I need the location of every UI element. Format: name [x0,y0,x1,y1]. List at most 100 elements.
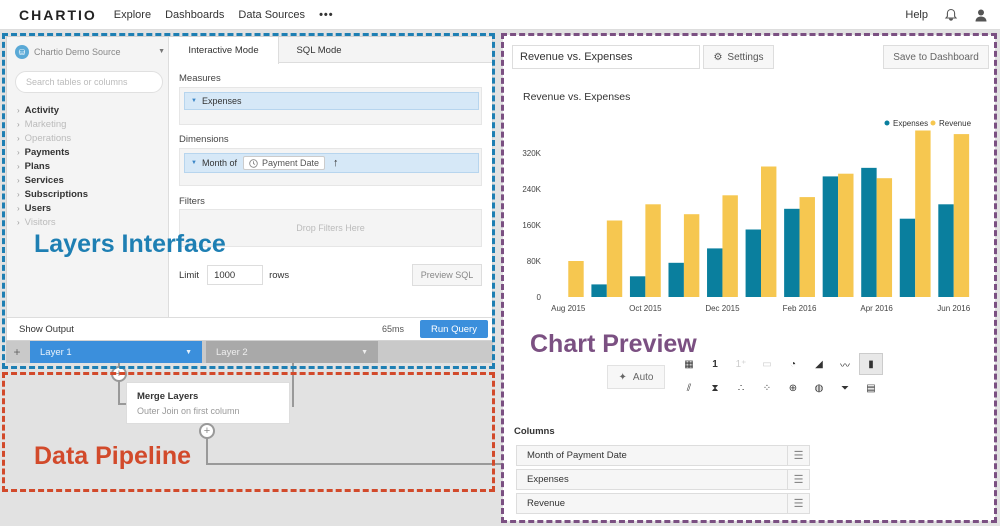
table-item-services[interactable]: › Services [17,173,88,187]
dimension-pill[interactable]: ▼ Month of Payment Date ↑ [184,153,479,173]
date-column-pill[interactable]: Payment Date [242,156,326,170]
progress-icon[interactable]: ▭ [762,358,772,370]
tab-interactive-mode[interactable]: Interactive Mode [169,37,279,64]
table-search-input[interactable]: Search tables or columns [15,71,163,93]
add-step-icon[interactable]: + [199,423,215,439]
run-query-button[interactable]: Run Query [420,320,488,338]
nav-data-sources[interactable]: Data Sources [238,8,306,21]
limit-input[interactable]: 1000 [207,265,264,285]
drag-handle-icon[interactable]: ☰ [787,446,809,465]
line-icon[interactable]: 〰 [840,360,850,372]
single-value-icon[interactable]: 1 [712,358,718,370]
chart-title: Revenue vs. Expenses [523,91,630,103]
combo-icon[interactable]: ⫽ [686,382,692,394]
table-item-operations[interactable]: › Operations [17,131,88,145]
settings-button[interactable]: ⚙ Settings [703,45,774,69]
auto-label: Auto [632,371,654,383]
map-icon[interactable]: ⊕ [788,382,798,394]
table-item-activity[interactable]: › Activity [17,103,88,117]
data-source-label: Chartio Demo Source [34,47,121,57]
tab-sql-mode[interactable]: SQL Mode [296,44,342,56]
measure-pill[interactable]: ▼ Expenses [184,92,479,110]
y-tick-label: 80K [527,257,542,266]
dimensions-box[interactable]: ▼ Month of Payment Date ↑ [179,148,482,186]
funnel-stage-icon[interactable]: ⧗ [711,382,719,394]
chartio-logo[interactable]: CHARTIO [19,6,97,23]
top-navigation-bar: CHARTIO Explore Dashboards Data Sources … [0,0,1000,30]
revenue-bar [953,134,970,297]
table-item-label: Subscriptions [24,188,89,200]
bar-icon[interactable]: ▮ [859,353,883,375]
drag-handle-icon[interactable]: ☰ [787,494,809,513]
table-item-payments[interactable]: › Payments [17,145,88,159]
column-item-label: Revenue [527,498,566,509]
caret-down-icon[interactable]: ▼ [191,160,197,166]
table-item-plans[interactable]: › Plans [17,159,88,173]
column-item[interactable]: Expenses ☰ [516,469,810,490]
chevron-down-icon[interactable]: ▼ [361,348,368,356]
chevron-right-icon: › [17,105,20,115]
auto-chart-button[interactable]: ✦ Auto [607,365,665,389]
table-item-label: Payments [24,146,70,158]
world-map-icon[interactable]: ◍ [814,382,824,394]
legend-label: Expenses [893,119,928,128]
bubble-icon[interactable]: ⁘ [762,382,772,394]
more-menu-icon[interactable]: ••• [319,8,334,21]
table-item-visitors[interactable]: › Visitors [17,215,88,229]
table-list: › Activity › Marketing › Operations › Payments ›… [17,103,88,229]
add-step-icon[interactable]: + [111,366,127,382]
layer-tab-1[interactable]: Layer 1 ▼ [30,341,202,363]
layers-interface-annotation: Layers Interface [34,230,226,258]
pipeline-connector [118,403,128,405]
layers-bar: + Layer 1 ▼ Layer 2 ▼ [6,341,493,363]
area-icon[interactable]: ◢ [815,358,823,370]
chevron-right-icon: › [17,119,20,129]
nav-explore[interactable]: Explore [113,8,152,21]
column-item[interactable]: Month of Payment Date ☰ [516,445,810,466]
single-value-delta-icon[interactable]: 1⁺ [735,358,747,370]
layer-2-label: Layer 2 [216,346,248,358]
expenses-bar [938,204,954,297]
save-to-dashboard-button[interactable]: Save to Dashboard [883,45,989,69]
merge-layers-step[interactable]: Merge Layers Outer Join on first column [126,382,290,424]
nav-dashboards[interactable]: Dashboards [165,8,225,21]
top-right-actions: Help [905,0,988,30]
scatter-icon[interactable]: ∴ [737,382,745,394]
chevron-right-icon: › [17,189,20,199]
rows-label: rows [269,269,290,281]
chart-preview-annotation: Chart Preview [530,330,697,358]
funnel-icon[interactable]: ⏷ [841,382,849,394]
table-item-marketing[interactable]: › Marketing [17,117,88,131]
pivot-icon[interactable]: ▤ [866,382,876,394]
revenue-bar [722,195,738,297]
drag-handle-icon[interactable]: ☰ [787,470,809,489]
table-item-label: Visitors [24,216,56,228]
caret-down-icon[interactable]: ▼ [191,98,197,104]
sort-ascending-icon[interactable]: ↑ [333,157,339,169]
date-column-label: Payment Date [261,158,320,168]
expenses-bar [784,208,800,297]
query-timing: 65ms [381,324,404,334]
measure-pill-label: Expenses [201,96,242,106]
filters-drop-zone[interactable]: Drop Filters Here [179,209,482,247]
add-layer-button[interactable]: + [13,345,21,359]
chevron-down-icon[interactable]: ▼ [185,348,192,356]
table-item-users[interactable]: › Users [17,201,88,215]
user-icon[interactable] [974,8,988,22]
help-link[interactable]: Help [905,9,928,21]
layer-tab-2[interactable]: Layer 2 ▼ [206,341,378,363]
column-item[interactable]: Revenue ☰ [516,493,810,514]
show-output-toggle[interactable]: Show Output [19,323,74,335]
revenue-bar [799,197,815,297]
pie-icon[interactable]: ◔ [789,358,797,370]
chart-title-input[interactable]: Revenue vs. Expenses [512,45,700,69]
preview-sql-button[interactable]: Preview SQL [412,264,482,286]
chevron-down-icon: ▼ [158,48,165,55]
gear-icon: ⚙ [713,51,723,63]
bell-icon[interactable] [944,8,958,22]
data-source-select[interactable]: ⛁ Chartio Demo Source ▼ [15,43,165,61]
measures-box[interactable]: ▼ Expenses [179,87,482,125]
pipeline-connector [292,363,294,407]
table-item-subscriptions[interactable]: › Subscriptions [17,187,88,201]
table-icon[interactable]: ▦ [684,358,694,370]
